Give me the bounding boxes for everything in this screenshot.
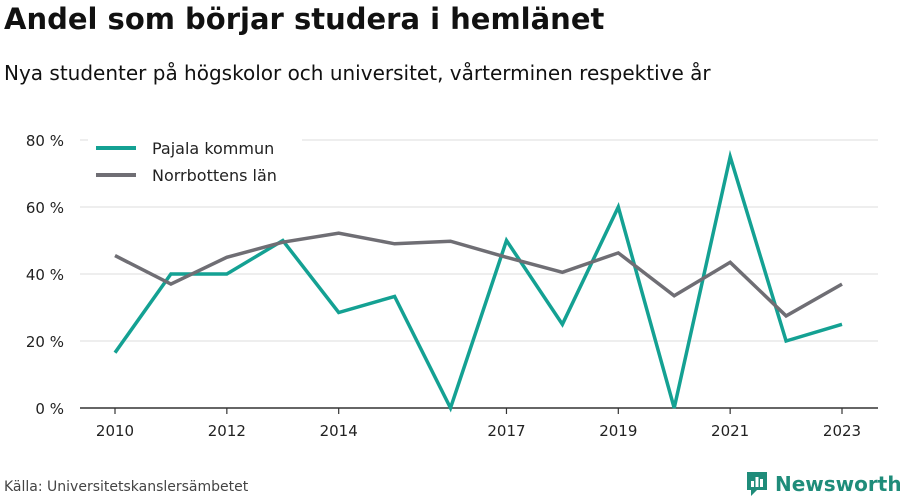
x-axis-ticks: 2010 2012 2014 2017 2019 2021 2023	[96, 408, 861, 440]
x-tick-label: 2023	[823, 422, 861, 440]
legend-label-norrbotten: Norrbottens län	[152, 166, 277, 185]
y-tick-label: 60 %	[26, 199, 64, 217]
x-tick-label: 2012	[208, 422, 246, 440]
y-axis-ticks: 0 % 20 % 40 % 60 % 80 %	[26, 132, 64, 418]
y-tick-label: 40 %	[26, 266, 64, 284]
source-note: Källa: Universitetskanslersämbetet	[4, 479, 249, 495]
y-tick-label: 20 %	[26, 333, 64, 351]
brand-name: Newsworthy	[775, 472, 900, 496]
x-tick-label: 2021	[711, 422, 749, 440]
x-tick-label: 2010	[96, 422, 134, 440]
legend: Pajala kommun Norrbottens län	[88, 130, 302, 190]
y-tick-label: 80 %	[26, 132, 64, 150]
newsworthy-logo-icon	[747, 472, 767, 496]
x-tick-label: 2019	[599, 422, 637, 440]
brand-logo: Newsworthy	[745, 470, 900, 498]
y-tick-label: 0 %	[35, 400, 64, 418]
series-line-norrbotten	[114, 231, 843, 319]
x-tick-label: 2017	[487, 422, 525, 440]
x-tick-label: 2014	[320, 422, 358, 440]
series-line-pajala	[113, 149, 843, 413]
chart-subtitle: Nya studenter på högskolor och universit…	[4, 61, 711, 85]
series-lines	[113, 149, 843, 413]
chart-title: Andel som börjar studera i hemlänet	[4, 2, 605, 36]
legend-label-pajala: Pajala kommun	[152, 139, 274, 158]
line-chart: 0 % 20 % 40 % 60 % 80 % 2010 2012 2014 2017 2019…	[26, 130, 878, 440]
